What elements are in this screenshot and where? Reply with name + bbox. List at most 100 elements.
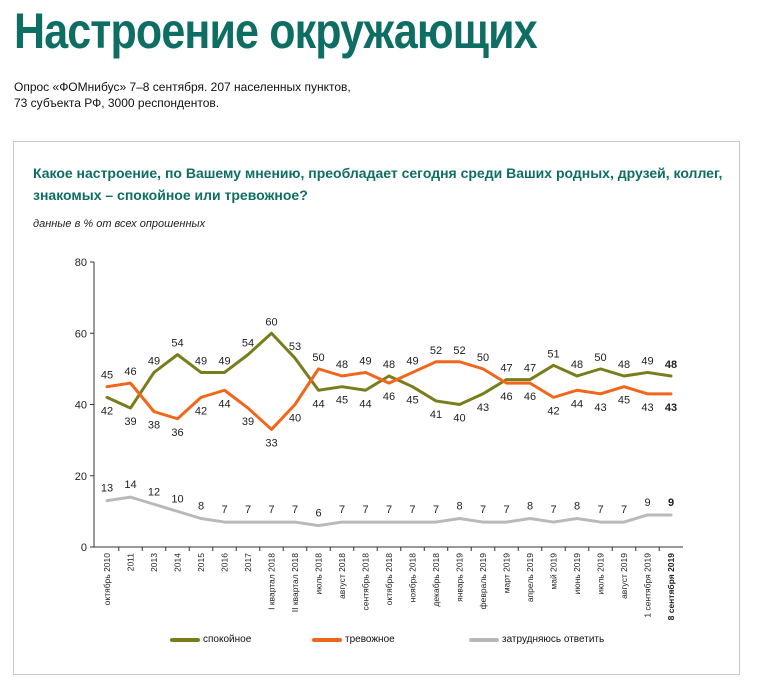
x-tick-label: октябрь 2010 [102,553,112,606]
data-label-calm: 60 [265,316,277,328]
legend-swatch [170,637,200,642]
data-label-calm: 48 [383,359,395,371]
data-label-anxious: 43 [641,402,653,414]
data-label-calm: 50 [594,352,606,364]
data-label-calm: 49 [195,355,207,367]
data-label-anxious: 46 [524,391,536,403]
survey-description-line-2: 73 субъекта РФ, 3000 респондентов. [14,96,220,110]
x-tick-label: август 2018 [337,553,347,599]
data-label-undecided: 7 [550,504,556,516]
page-title: Настроение окружающих [14,3,538,59]
data-label-undecided: 7 [621,504,627,516]
survey-description: Опрос «ФОМнибус» 7–8 сентября. 207 насел… [14,79,351,111]
data-label-undecided: 7 [409,504,415,516]
x-tick-label: март 2019 [502,553,512,594]
x-tick-label: 8 сентября 2019 [666,553,676,621]
survey-description-line-1: Опрос «ФОМнибус» 7–8 сентября. 207 насел… [14,80,351,94]
x-tick-label: I квартал 2018 [267,553,277,610]
legend-item: тревожное [312,634,395,645]
x-tick-label: 2013 [149,553,159,572]
data-label-undecided: 7 [386,504,392,516]
data-label-anxious: 40 [289,413,301,425]
data-label-anxious: 48 [336,359,348,371]
data-label-anxious: 45 [618,395,630,407]
data-label-undecided: 8 [527,501,533,513]
series-line-0 [105,331,673,410]
data-label-anxious: 42 [547,405,559,417]
y-tick-label: 80 [75,257,87,269]
y-tick-label: 40 [75,400,87,412]
series-line-1 [105,360,673,431]
legend-item: спокойное [170,634,251,645]
data-label-calm: 48 [665,359,677,371]
data-label-calm: 48 [618,359,630,371]
data-label-anxious: 43 [665,402,677,414]
data-label-calm: 48 [571,359,583,371]
legend-label: тревожное [345,634,395,645]
data-label-calm: 39 [124,416,136,428]
y-tick-label: 20 [75,471,87,483]
data-label-undecided: 8 [456,501,462,513]
x-tick-label: 1 сентября 2019 [643,553,653,618]
data-label-calm: 54 [242,338,254,350]
x-tick-label: январь 2019 [455,553,465,602]
data-label-undecided: 8 [198,501,204,513]
x-tick-label: II квартал 2018 [290,553,300,613]
data-label-anxious: 49 [359,355,371,367]
data-label-anxious: 39 [242,416,254,428]
data-label-calm: 47 [500,363,512,375]
chart-units-note: данные в % от всех опрошенных [33,218,206,230]
chart-question: Какое настроение, по Вашему мнению, прео… [33,165,723,203]
data-label-anxious: 52 [430,345,442,357]
data-label-anxious: 46 [383,391,395,403]
y-tick-label: 0 [81,542,87,554]
data-label-calm: 44 [359,398,371,410]
data-label-undecided: 14 [124,479,136,491]
data-label-undecided: 7 [503,504,509,516]
data-label-undecided: 7 [221,504,227,516]
x-tick-label: июнь 2019 [572,553,582,595]
x-tick-label: 2011 [126,553,136,572]
data-label-undecided: 7 [433,504,439,516]
data-label-anxious: 43 [594,402,606,414]
data-label-anxious: 50 [312,352,324,364]
data-label-undecided: 9 [644,497,650,509]
data-label-anxious: 50 [477,352,489,364]
x-tick-label: 2017 [243,553,253,572]
data-label-anxious: 42 [195,405,207,417]
series-line-2 [105,495,673,528]
data-label-calm: 51 [547,348,559,360]
data-label-undecided: 7 [362,504,368,516]
legend-label: спокойное [203,634,252,645]
legend-swatch [312,637,342,642]
data-label-calm: 49 [148,355,160,367]
x-tick-label: апрель 2019 [525,553,535,602]
data-label-undecided: 10 [171,493,183,505]
data-label-undecided: 7 [480,504,486,516]
data-label-anxious: 33 [265,437,277,449]
data-label-calm: 41 [430,409,442,421]
data-label-calm: 49 [218,355,230,367]
data-label-anxious: 52 [453,345,465,357]
data-label-undecided: 7 [268,504,274,516]
data-label-calm: 40 [453,413,465,425]
x-tick-label: 2014 [173,553,183,572]
data-label-calm: 49 [641,355,653,367]
data-label-undecided: 7 [597,504,603,516]
data-label-anxious: 36 [171,427,183,439]
data-label-undecided: 13 [101,483,113,495]
data-label-calm: 54 [171,338,183,350]
data-label-undecided: 7 [245,504,251,516]
chart-panel: Какое настроение, по Вашему мнению, прео… [13,141,740,675]
data-label-undecided: 7 [292,504,298,516]
x-tick-label: октябрь 2018 [384,553,394,606]
y-tick-label: 60 [75,328,87,340]
line-chart: 0 20 40 60 80 октябрь 2010 2011 2013 2014 2015 201… [75,257,683,621]
data-label-undecided: 6 [315,508,321,520]
x-tick-label: декабрь 2018 [431,553,441,607]
data-label-anxious: 46 [500,391,512,403]
data-label-calm: 45 [406,395,418,407]
data-label-calm: 45 [336,395,348,407]
legend-swatch [469,637,499,642]
data-label-calm: 44 [312,398,324,410]
